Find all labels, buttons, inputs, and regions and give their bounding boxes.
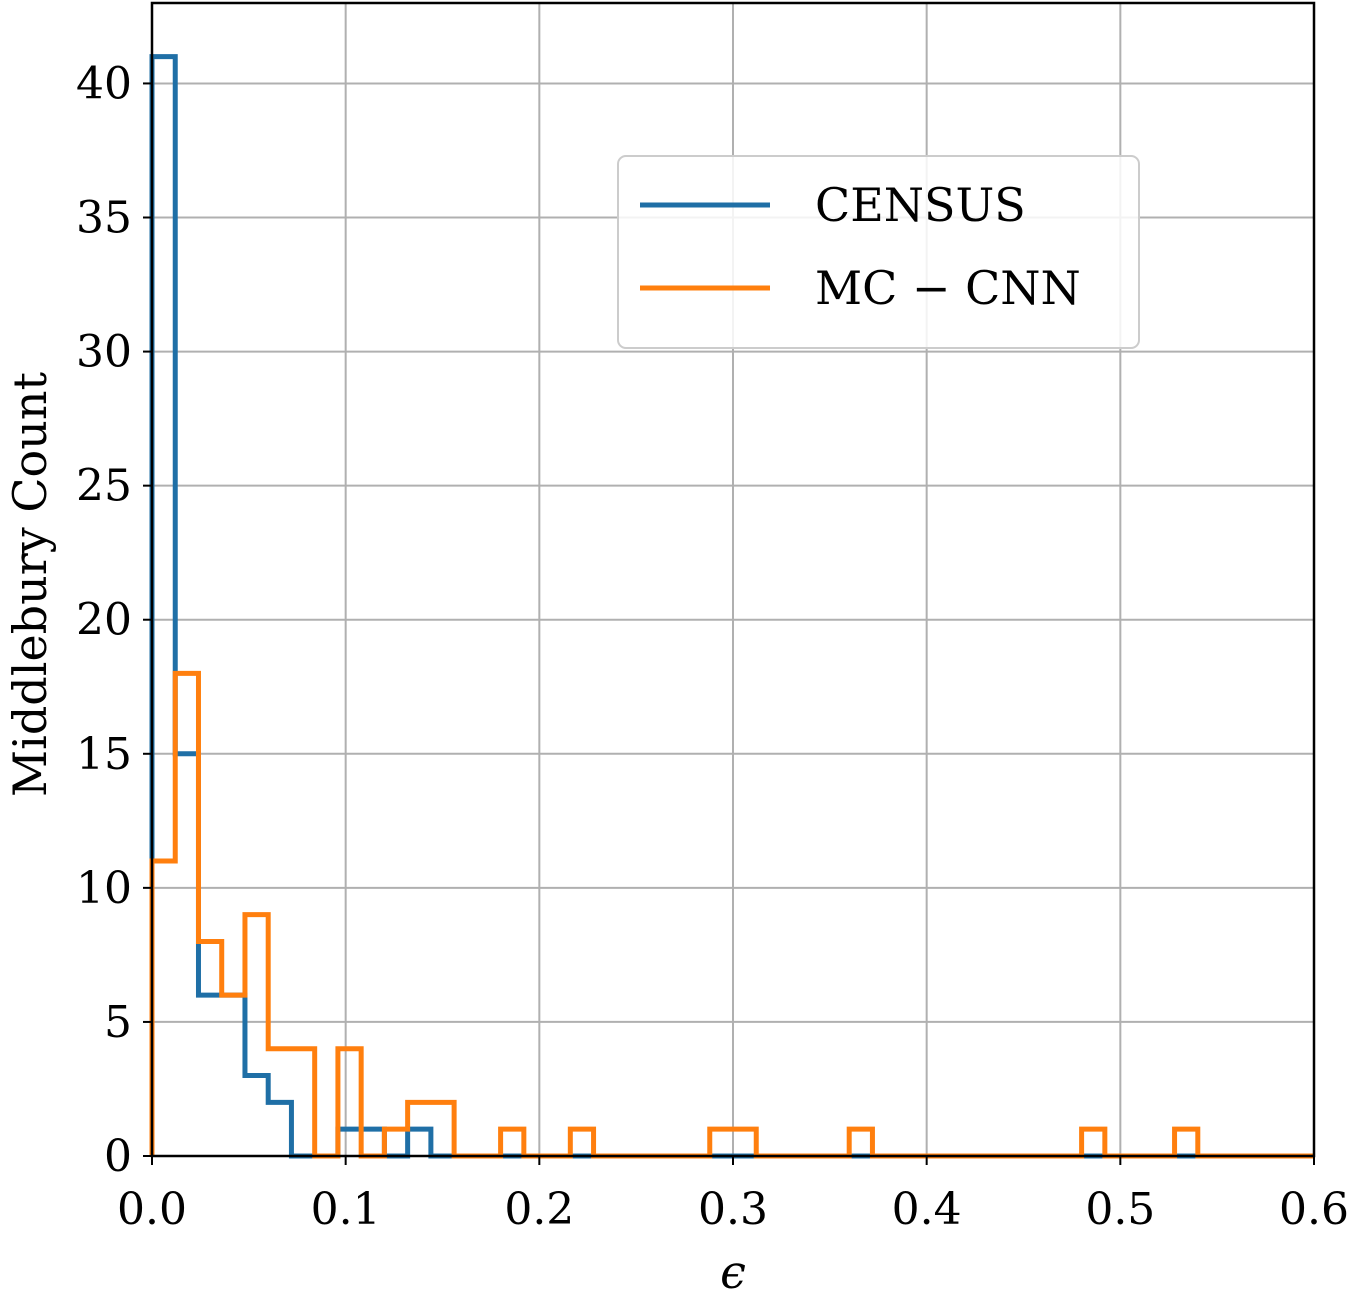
y-tick-label: 5 (104, 997, 132, 1048)
x-axis-title: ϵ (720, 1245, 746, 1294)
y-axis-ticks: 0 5 10 15 20 25 30 35 40 (76, 58, 152, 1182)
y-tick-label: 40 (76, 58, 132, 109)
x-tick-label: 0.1 (311, 1184, 381, 1235)
x-tick-label: 0.3 (698, 1184, 768, 1235)
y-tick-label: 35 (76, 193, 132, 244)
x-tick-label: 0.2 (504, 1184, 574, 1235)
y-axis-title: Middlebury Count (3, 372, 57, 797)
x-tick-label: 0.5 (1085, 1184, 1155, 1235)
x-tick-label: 0.0 (117, 1184, 187, 1235)
y-tick-label: 20 (76, 595, 132, 646)
x-tick-label: 0.4 (892, 1184, 962, 1235)
legend: CENSUS MC − CNN (617, 155, 1140, 349)
y-tick-label: 25 (76, 461, 132, 512)
x-axis-ticks: 0.0 0.1 0.2 0.3 0.4 0.5 0.6 (117, 1156, 1347, 1235)
y-tick-label: 15 (76, 729, 132, 780)
x-tick-label: 0.6 (1279, 1184, 1347, 1235)
y-tick-label: 0 (104, 1131, 132, 1182)
legend-label-mc-cnn: MC − CNN (815, 261, 1081, 315)
y-tick-label: 10 (76, 863, 132, 914)
y-tick-label: 30 (76, 327, 132, 378)
legend-label-census: CENSUS (815, 178, 1026, 232)
series-census-step (149, 54, 1314, 1159)
